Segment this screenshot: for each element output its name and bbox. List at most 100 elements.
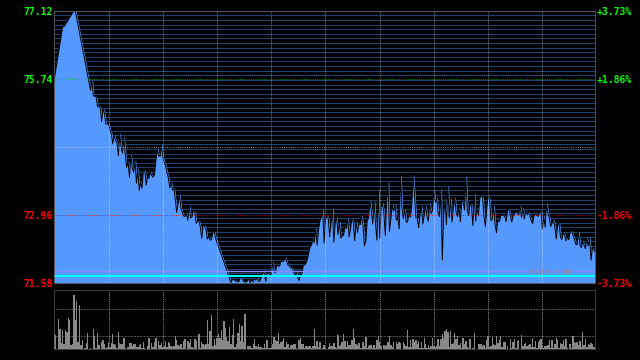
Bar bbox=[143, 342, 144, 349]
Bar bbox=[147, 346, 148, 349]
Bar bbox=[500, 336, 501, 349]
Bar bbox=[437, 339, 439, 349]
Bar bbox=[356, 345, 358, 349]
Bar bbox=[585, 338, 586, 349]
Bar bbox=[129, 343, 130, 349]
Bar bbox=[481, 344, 482, 349]
Bar bbox=[221, 330, 222, 349]
Bar bbox=[362, 342, 364, 349]
Bar bbox=[219, 338, 221, 349]
Bar bbox=[452, 343, 454, 349]
Bar bbox=[251, 348, 253, 349]
Bar bbox=[166, 347, 168, 349]
Bar bbox=[126, 348, 127, 349]
Bar bbox=[226, 337, 227, 349]
Bar bbox=[346, 347, 347, 349]
Bar bbox=[548, 340, 550, 349]
Bar bbox=[240, 341, 241, 349]
Bar bbox=[489, 347, 490, 349]
Bar bbox=[436, 346, 437, 349]
Bar bbox=[118, 332, 119, 349]
Bar bbox=[312, 346, 314, 349]
Bar bbox=[138, 345, 140, 349]
Bar bbox=[209, 330, 211, 349]
Bar bbox=[570, 344, 571, 349]
Bar bbox=[566, 348, 568, 349]
Bar bbox=[323, 346, 325, 349]
Bar bbox=[465, 341, 467, 349]
Bar bbox=[417, 344, 418, 349]
Bar bbox=[442, 334, 443, 349]
Bar bbox=[155, 338, 157, 349]
Bar bbox=[552, 340, 553, 349]
Bar bbox=[330, 346, 332, 349]
Bar bbox=[528, 345, 529, 349]
Bar bbox=[93, 329, 94, 349]
Bar bbox=[592, 344, 593, 349]
Bar bbox=[550, 347, 552, 349]
Bar bbox=[469, 338, 471, 349]
Bar bbox=[553, 348, 554, 349]
Bar bbox=[579, 341, 580, 349]
Bar bbox=[513, 342, 514, 349]
Bar bbox=[141, 348, 143, 349]
Bar bbox=[378, 336, 379, 349]
Bar bbox=[286, 342, 287, 349]
Bar bbox=[88, 348, 90, 349]
Bar bbox=[164, 346, 165, 349]
Bar bbox=[94, 336, 95, 349]
Bar bbox=[407, 329, 408, 349]
Bar bbox=[144, 348, 145, 349]
Bar bbox=[148, 338, 150, 349]
Bar bbox=[353, 329, 354, 349]
Bar bbox=[451, 344, 452, 349]
Bar bbox=[521, 335, 522, 349]
Bar bbox=[111, 343, 112, 349]
Bar bbox=[165, 341, 166, 349]
Bar bbox=[536, 348, 538, 349]
Bar bbox=[236, 345, 237, 349]
Bar bbox=[95, 348, 97, 349]
Bar bbox=[301, 345, 303, 349]
Bar bbox=[424, 338, 425, 349]
Bar bbox=[344, 341, 346, 349]
Bar bbox=[200, 348, 201, 349]
Bar bbox=[374, 346, 375, 349]
Bar bbox=[172, 347, 173, 349]
Bar bbox=[408, 347, 410, 349]
Bar bbox=[445, 329, 447, 349]
Bar bbox=[515, 348, 516, 349]
Bar bbox=[225, 328, 226, 349]
Bar bbox=[572, 336, 573, 349]
Bar bbox=[272, 344, 273, 349]
Bar bbox=[431, 346, 432, 349]
Bar bbox=[60, 329, 61, 349]
Bar bbox=[432, 338, 433, 349]
Bar bbox=[285, 347, 286, 349]
Bar bbox=[243, 342, 244, 349]
Bar bbox=[195, 341, 197, 349]
Bar bbox=[414, 342, 415, 349]
Bar bbox=[397, 345, 399, 349]
Bar bbox=[568, 348, 570, 349]
Bar bbox=[180, 344, 182, 349]
Bar bbox=[84, 347, 86, 349]
Bar bbox=[198, 334, 200, 349]
Bar bbox=[241, 325, 243, 349]
Bar bbox=[222, 339, 223, 349]
Bar bbox=[565, 339, 566, 349]
Bar bbox=[259, 347, 261, 349]
Bar bbox=[184, 339, 186, 349]
Bar bbox=[161, 343, 162, 349]
Bar bbox=[546, 346, 547, 349]
Bar bbox=[507, 346, 508, 349]
Bar bbox=[244, 314, 246, 349]
Bar bbox=[586, 347, 588, 349]
Bar bbox=[324, 348, 326, 349]
Bar bbox=[501, 347, 503, 349]
Bar bbox=[396, 342, 397, 349]
Bar bbox=[540, 339, 541, 349]
Bar bbox=[360, 348, 361, 349]
Bar bbox=[350, 345, 351, 349]
Bar bbox=[257, 347, 258, 349]
